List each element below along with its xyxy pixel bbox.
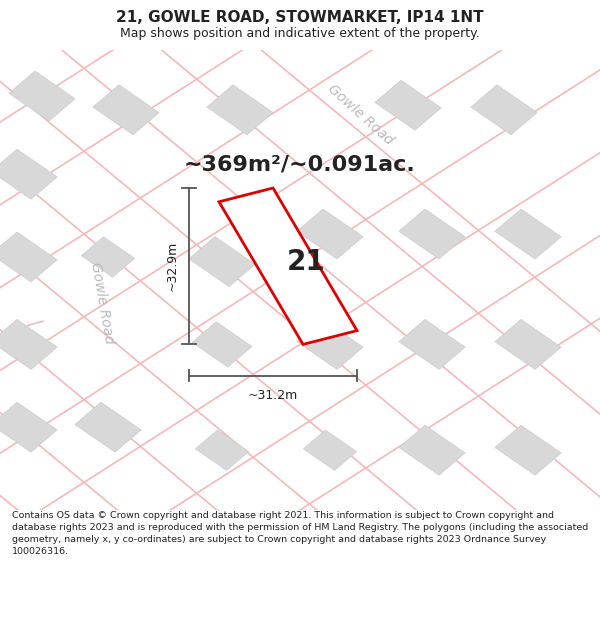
Polygon shape [399, 425, 465, 475]
Text: ~32.9m: ~32.9m [165, 241, 178, 291]
Polygon shape [399, 209, 465, 259]
Polygon shape [375, 80, 441, 130]
Text: 21: 21 [287, 248, 325, 276]
Polygon shape [93, 85, 159, 135]
Polygon shape [82, 237, 134, 277]
Text: Contains OS data © Crown copyright and database right 2021. This information is : Contains OS data © Crown copyright and d… [12, 511, 588, 556]
Polygon shape [471, 85, 537, 135]
Polygon shape [0, 319, 57, 369]
Text: Map shows position and indicative extent of the property.: Map shows position and indicative extent… [120, 27, 480, 40]
Polygon shape [0, 149, 57, 199]
Polygon shape [207, 85, 273, 135]
Polygon shape [0, 232, 57, 282]
Text: ~31.2m: ~31.2m [248, 389, 298, 401]
Polygon shape [399, 319, 465, 369]
Polygon shape [9, 71, 75, 121]
Polygon shape [304, 430, 356, 471]
Polygon shape [196, 430, 248, 471]
Text: Gowle Road: Gowle Road [325, 81, 395, 148]
Polygon shape [297, 319, 363, 369]
Polygon shape [495, 209, 561, 259]
Polygon shape [219, 188, 357, 344]
Text: Gowle Road: Gowle Road [88, 261, 116, 345]
Polygon shape [192, 322, 252, 367]
Polygon shape [495, 425, 561, 475]
Polygon shape [75, 402, 141, 452]
Text: 21, GOWLE ROAD, STOWMARKET, IP14 1NT: 21, GOWLE ROAD, STOWMARKET, IP14 1NT [116, 10, 484, 25]
Polygon shape [297, 209, 363, 259]
Text: ~369m²/~0.091ac.: ~369m²/~0.091ac. [184, 155, 416, 175]
Polygon shape [189, 237, 255, 286]
Polygon shape [0, 402, 57, 452]
Polygon shape [495, 319, 561, 369]
